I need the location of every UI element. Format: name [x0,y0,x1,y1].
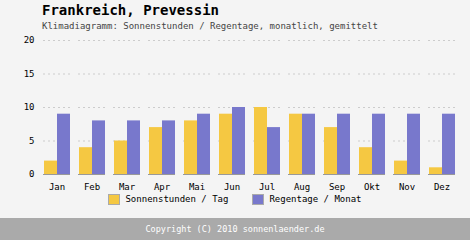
svg-text:20: 20 [24,35,35,45]
svg-text:5: 5 [29,136,34,146]
svg-text:0: 0 [29,169,34,179]
svg-text:10: 10 [24,102,35,112]
html-text:Regentage / Monat: Regentage / Monat [269,193,362,204]
svg-text:Dez: Dez [434,182,450,192]
svg-text:Jun: Jun [224,182,240,192]
html-text:Copyright (C) 2010 sonnenlaend: Copyright (C) 2010 sonnenlaender.de [145,224,325,234]
svg-text:Mai: Mai [189,182,205,192]
svg-text:Feb: Feb [84,182,100,192]
svg-text:Nov: Nov [399,182,415,192]
svg-text:Sep: Sep [329,182,345,192]
svg-text:15: 15 [24,69,35,79]
svg-text:Okt: Okt [364,182,380,192]
html-text:Sonnenstunden / Tag: Sonnenstunden / Tag [125,193,229,204]
svg-text:Jul: Jul [259,182,275,192]
html-text:Klimadiagramm: Sonnenstunden /: Klimadiagramm: Sonnenstunden / Regentage… [42,21,378,31]
svg-text:Jan: Jan [49,182,65,192]
html-text:Frankreich, Prevessin: Frankreich, Prevessin [42,2,219,18]
svg-text:Apr: Apr [154,182,171,192]
svg-text:Mar: Mar [119,182,136,192]
svg-text:Aug: Aug [294,182,310,192]
